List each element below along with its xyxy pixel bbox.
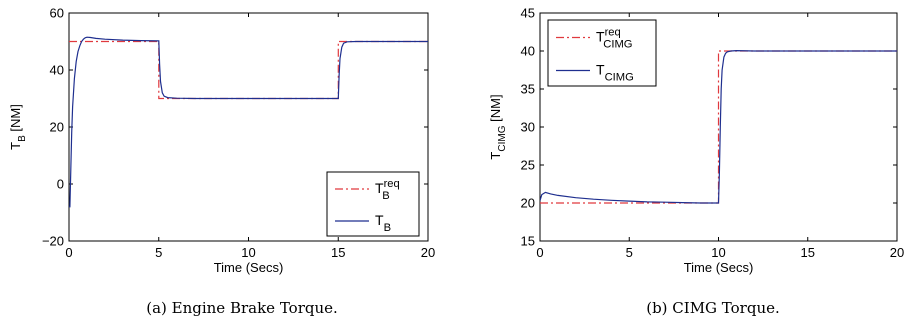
legend-label: Treq CIMG	[596, 27, 632, 51]
x-tick-label: 5	[155, 245, 162, 260]
y-tick-label: 20	[521, 196, 535, 211]
x-tick-label: 10	[711, 245, 725, 260]
caption-cimg-torque: (b) CIMG Torque.	[646, 299, 780, 317]
svg-text:TCIMG [NM]: TCIMG [NM]	[488, 94, 508, 159]
legend: Treq CIMG TCIMG	[547, 19, 657, 87]
y-tick-label: 25	[521, 158, 535, 173]
svg-text:TB [NM]: TB [NM]	[8, 104, 28, 150]
y-tick-label: 30	[521, 120, 535, 135]
x-tick-label: 15	[801, 245, 815, 260]
x-tick-label: 10	[241, 245, 255, 260]
legend: Treq B TB	[326, 171, 420, 237]
y-tick-label: 40	[521, 44, 535, 59]
x-axis-label: Time (Secs)	[684, 260, 754, 275]
y-tick-label: 60	[50, 6, 64, 21]
y-tick-label: 15	[521, 234, 535, 249]
y-axis-label: TCIMG [NM]	[488, 94, 508, 159]
chart-cimg-torque: 0 5 10 15 20 15 20 25 30 35 40 45 Time (Secs) TCIMG […	[488, 6, 904, 276]
legend-box	[326, 171, 420, 237]
y-axis-label: TB [NM]	[8, 104, 28, 150]
series-line-measured	[540, 49, 897, 204]
series-line-requested	[69, 40, 428, 100]
series-line-measured	[69, 36, 428, 208]
x-tick-label: 0	[65, 245, 72, 260]
x-tick-label: 5	[626, 245, 633, 260]
x-tick-label: 20	[890, 245, 904, 260]
y-tick-label: 40	[50, 63, 64, 78]
legend-label: Treq B	[375, 178, 400, 202]
x-tick-label: 20	[421, 245, 435, 260]
x-tick-label: 0	[536, 245, 543, 260]
y-tick-label: 20	[50, 120, 64, 135]
legend-box	[547, 19, 657, 87]
legend-label: TB	[375, 212, 391, 234]
x-tick-label: 15	[331, 245, 345, 260]
y-tick-label: 0	[57, 177, 64, 192]
caption-engine-brake-torque: (a) Engine Brake Torque.	[146, 299, 338, 317]
x-axis-label: Time (Secs)	[214, 260, 284, 275]
y-tick-label: 35	[521, 82, 535, 97]
legend-label: TCIMG	[596, 62, 634, 84]
y-tick-label: −20	[42, 234, 64, 249]
y-tick-label: 45	[521, 6, 535, 21]
